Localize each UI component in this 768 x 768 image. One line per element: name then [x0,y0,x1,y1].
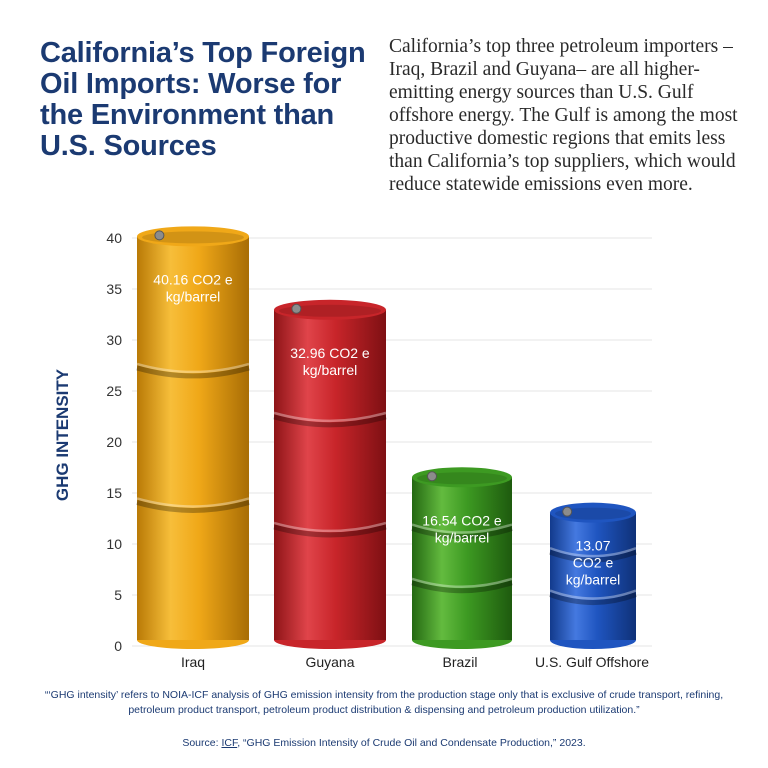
barrel-cap-icon [562,506,573,517]
barrel-rib [273,524,387,538]
bar-value-label: 16.54 CO2 e [422,512,502,528]
y-axis-label: GHG INTENSITY [53,368,72,501]
barrel-guyana: 32.96 CO2 ekg/barrel [273,299,387,649]
bar-value-label: 32.96 CO2 e [290,345,370,361]
barrel-rib [273,414,387,428]
category-label-iraq: Iraq [181,654,205,670]
y-tick-label: 0 [114,638,122,654]
barrel-top [274,299,386,320]
footnote-text: “‘GHG intensity’ refers to NOIA-ICF anal… [44,689,724,716]
barrel-body [550,512,636,640]
source-link[interactable]: ICF [221,737,238,749]
bar-value-label: 40.16 CO2 e [153,271,233,287]
y-tick-label: 10 [106,536,122,552]
barrel-rib-highlight [549,589,637,600]
bar-value-label: kg/barrel [303,362,357,378]
bar-value-label: kg/barrel [166,288,220,304]
barrel-body [412,477,512,640]
source-citation: Source: ICF, “GHG Emission Intensity of … [30,737,738,749]
barrel-rib [411,526,513,539]
category-label-us-gulf-offshore: U.S. Gulf Offshore [535,654,649,670]
barrel-rib [136,365,250,379]
y-tick-label: 30 [106,332,122,348]
barrel-body [274,309,386,640]
y-tick-label: 5 [114,587,122,603]
bar-chart: 0 5 10 15 20 25 30 35 40 GHG INTENSITY 40.16 CO2… [53,226,652,670]
barrel-rib-highlight [136,362,250,374]
barrel-top-rim [279,304,381,317]
bar-value-label: 13.07 [575,538,610,554]
barrel-top [412,467,512,488]
bar-value-label: kg/barrel [435,529,489,545]
barrel-top-rim [142,231,244,244]
bar-value-label: kg/barrel [566,572,620,588]
source-prefix: Source: [182,737,222,749]
barrel-brazil: 16.54 CO2 ekg/barrel [411,467,513,649]
barrel-cap-icon [154,230,165,241]
barrel-top [550,502,636,523]
barrel-rib-highlight [273,521,387,533]
barrel-body [137,236,249,641]
category-label-guyana: Guyana [305,654,354,670]
y-tick-label: 35 [106,281,122,297]
barrel-rib-highlight [411,577,513,588]
barrel-cap-icon [291,303,302,314]
y-tick-label: 20 [106,434,122,450]
barrel-rib-highlight [549,546,637,558]
barrel-rib-highlight [136,497,250,508]
barrel-rib [549,549,637,563]
category-label-brazil: Brazil [442,654,477,670]
barrel-rib-highlight [273,411,387,423]
barrel-rib-highlight [411,523,513,534]
source-title: , “GHG Emission Intensity of Crude Oil a… [237,737,586,749]
barrel-cap-icon [427,471,437,482]
barrel-iraq: 40.16 CO2 ekg/barrel [136,226,250,649]
barrel-rib [549,592,637,606]
barrel-top-rim [417,472,507,485]
barrel-rib [411,580,513,594]
description-text: California’s top three petroleum importe… [389,36,738,195]
y-tick-label: 40 [106,230,122,246]
barrel-top [137,226,249,247]
barrel-top-rim [555,507,631,520]
y-tick-label: 15 [106,485,122,501]
barrel-rib [136,500,250,513]
page-title: California’s Top Foreign Oil Imports: Wo… [40,37,366,162]
y-tick-label: 25 [106,383,122,399]
bar-value-label: CO2 e [573,555,614,571]
